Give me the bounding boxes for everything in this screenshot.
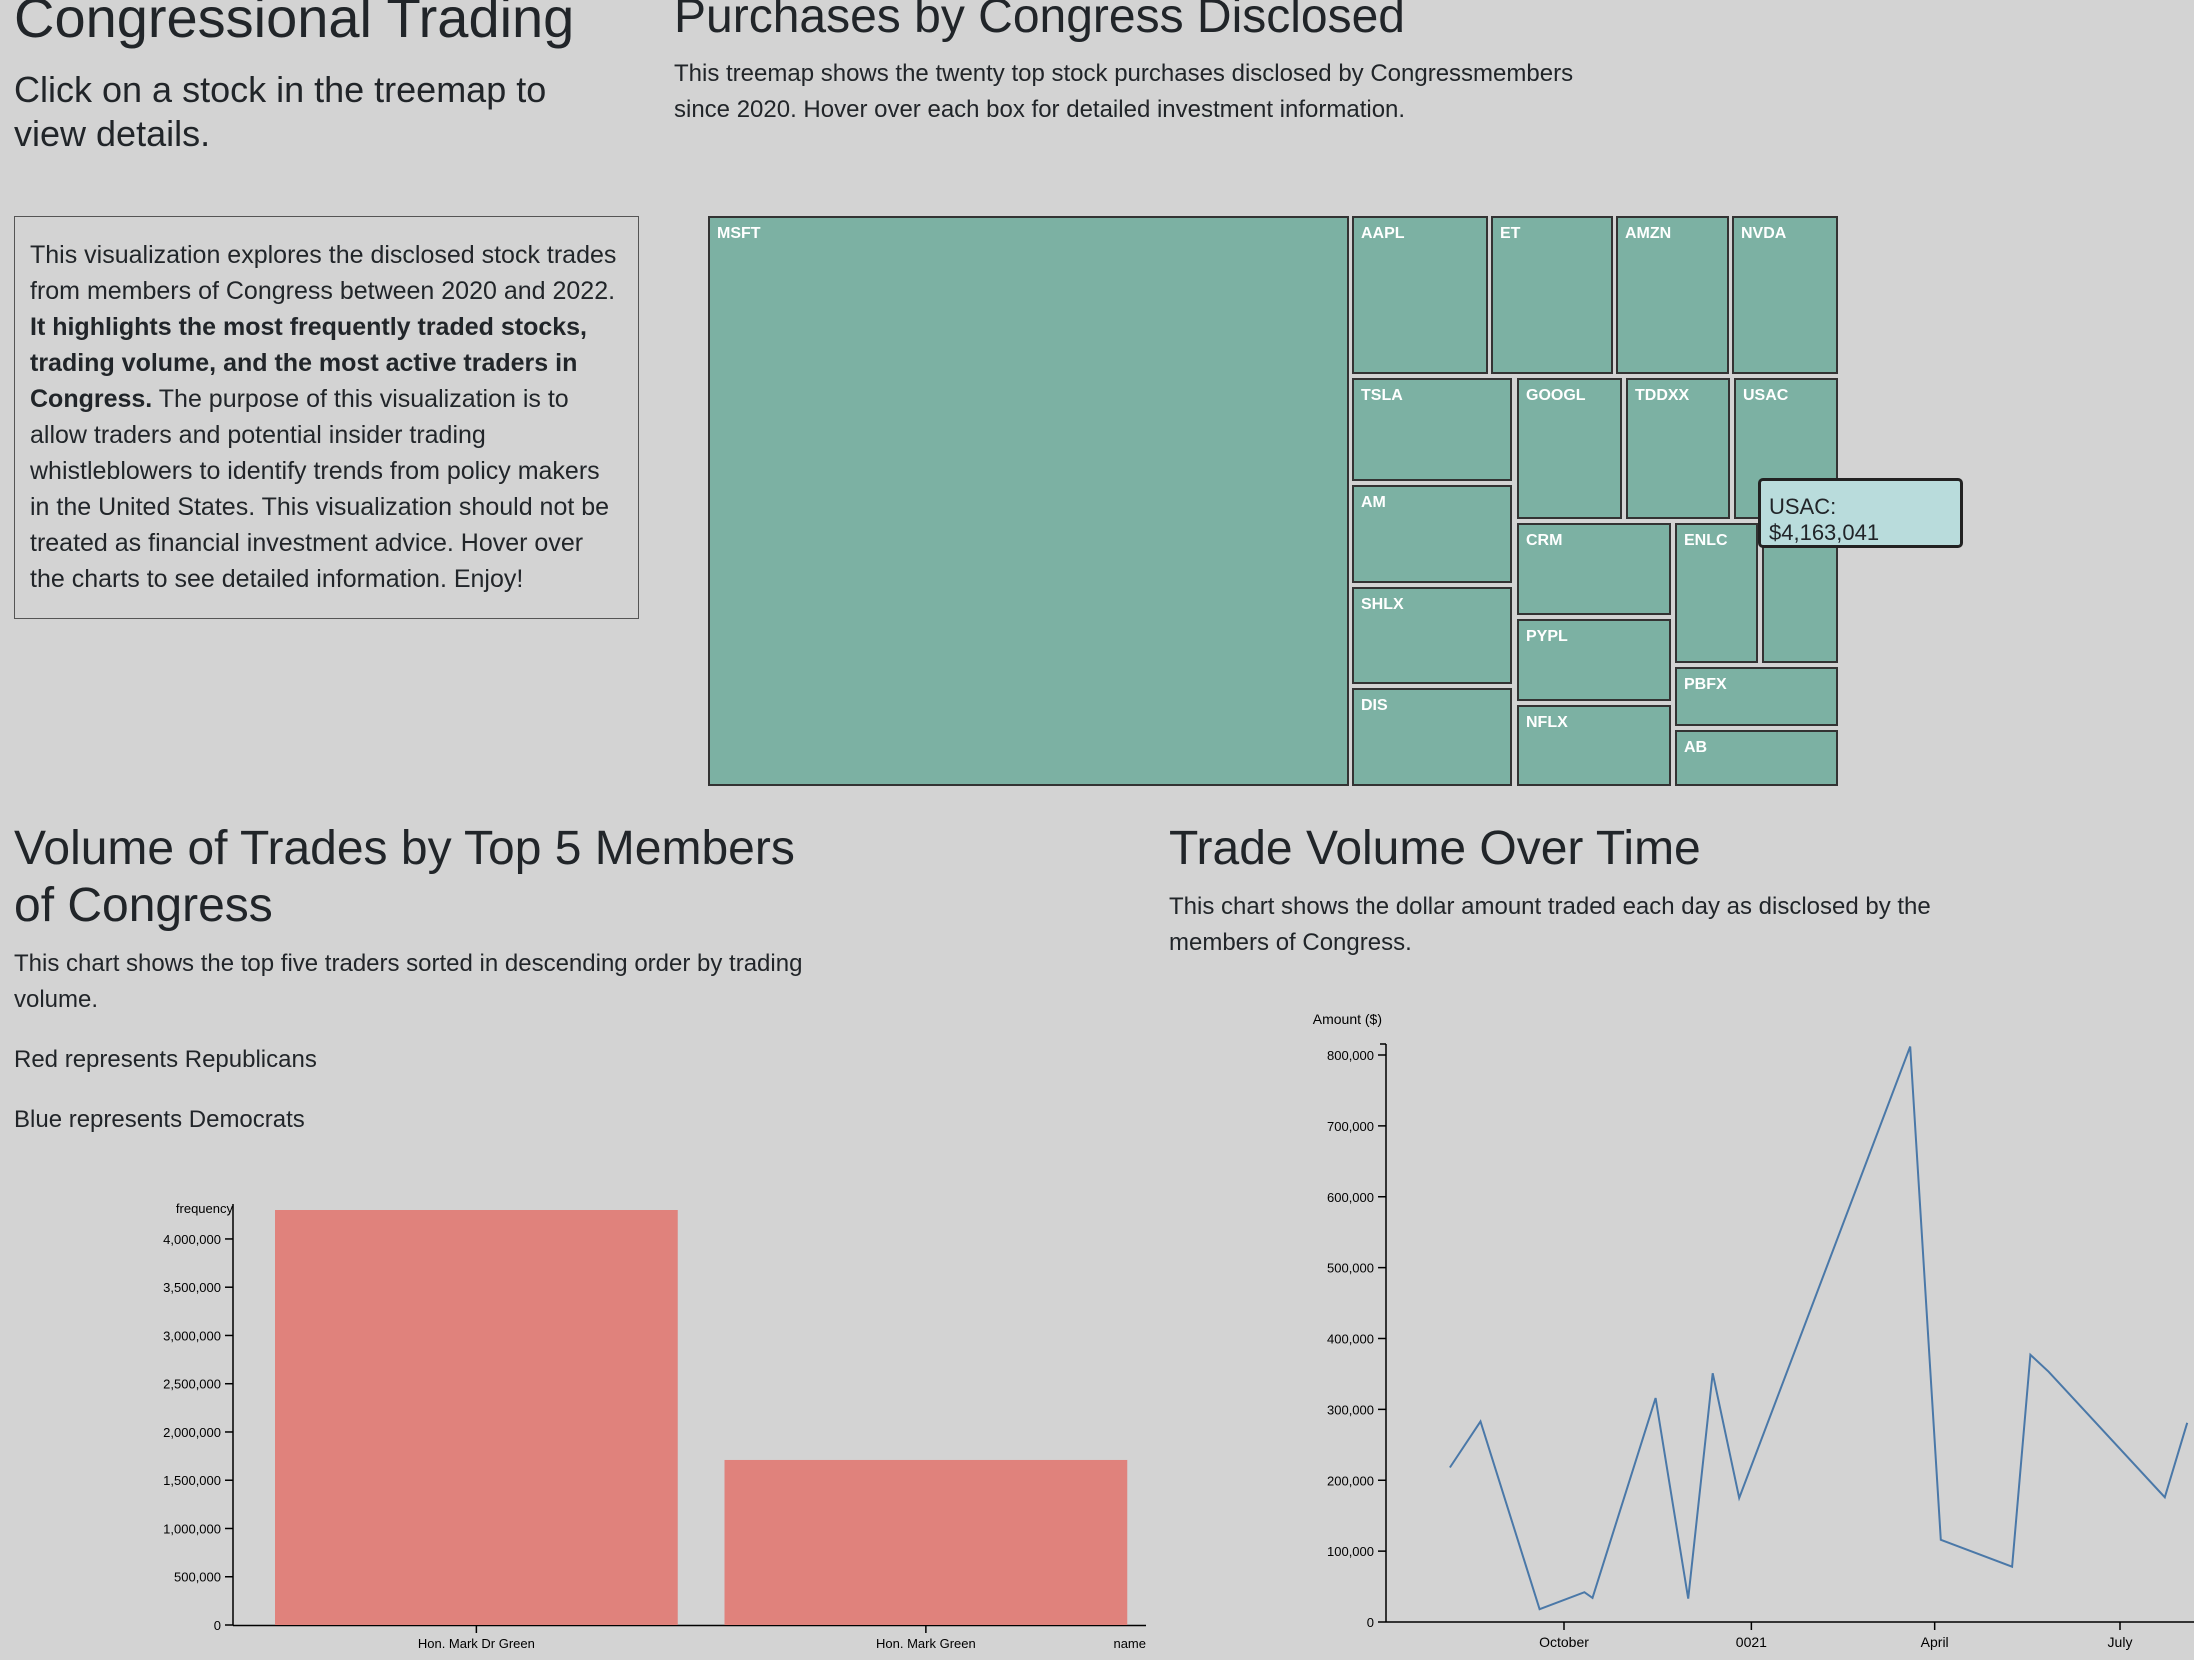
y-tick-label: 0	[214, 1618, 221, 1633]
treemap-label: AM	[1361, 494, 1386, 511]
series-line	[1449, 1046, 2189, 1611]
treemap: MSFT AAPL ET AMZN NVDA TSLA GOOGL TDDXX …	[708, 216, 1968, 786]
y-tick-label: 2,500,000	[163, 1377, 221, 1392]
y-tick-label: 500,000	[174, 1570, 221, 1585]
treemap-label: AAPL	[1361, 225, 1405, 242]
line-chart-title: Trade Volume Over Time	[1169, 822, 1701, 875]
treemap-label: PBFX	[1684, 676, 1727, 693]
treemap-cell-ab[interactable]: AB	[1675, 730, 1838, 786]
y-tick-label: 2,000,000	[163, 1425, 221, 1440]
y-tick-label: 300,000	[1327, 1402, 1374, 1417]
treemap-cell-pbfx[interactable]: PBFX	[1675, 667, 1838, 726]
legend-republican: Red represents Republicans	[14, 1046, 317, 1073]
y-axis-label: Amount ($)	[1313, 1011, 1382, 1027]
x-tick-label: July	[2108, 1634, 2133, 1650]
x-axis-label: name	[1113, 1636, 1146, 1651]
intro-highlight: It highlights the most frequently traded…	[30, 313, 588, 413]
x-tick-label: April	[1921, 1634, 1949, 1650]
treemap-cell-dis[interactable]: DIS	[1352, 688, 1512, 786]
treemap-cell-tddxx[interactable]: TDDXX	[1626, 378, 1730, 519]
treemap-cell-pypl[interactable]: PYPL	[1517, 619, 1671, 701]
treemap-description: This treemap shows the twenty top stock …	[674, 60, 1574, 123]
treemap-title: Purchases by Congress Disclosed	[674, 0, 1405, 43]
x-tick-label: October	[1539, 1634, 1589, 1650]
y-tick-label: 400,000	[1327, 1332, 1374, 1347]
treemap-label: MSFT	[717, 225, 761, 242]
treemap-cell-nflx[interactable]: NFLX	[1517, 705, 1671, 786]
treemap-label: TDDXX	[1635, 387, 1690, 404]
intro-box: This visualization explores the disclose…	[14, 216, 639, 619]
y-tick-label: 1,500,000	[163, 1473, 221, 1488]
y-axis-label: frequency	[176, 1201, 234, 1216]
y-tick-label: 600,000	[1327, 1190, 1374, 1205]
intro-text: This visualization explores the disclose…	[30, 241, 617, 305]
treemap-label: PYPL	[1526, 628, 1568, 645]
treemap-label: AMZN	[1625, 225, 1672, 242]
treemap-cell-nvda[interactable]: NVDA	[1732, 216, 1838, 374]
y-tick-label: 4,000,000	[163, 1232, 221, 1247]
y-tick-label: 200,000	[1327, 1473, 1374, 1488]
treemap-cell-am[interactable]: AM	[1352, 485, 1512, 583]
treemap-label: AB	[1684, 739, 1708, 756]
bar-chart: 0 500,000 1,000,000 1,500,000 2,000,000 2,500…	[163, 1201, 1146, 1651]
y-tick-label: 0	[1367, 1615, 1374, 1630]
page-title: Congressional Trading	[14, 0, 575, 49]
treemap-cell-msft[interactable]: MSFT	[708, 216, 1349, 786]
legend-democrat: Blue represents Democrats	[14, 1106, 305, 1133]
y-tick-label: 3,000,000	[163, 1328, 221, 1343]
page-subtitle: Click on a stock in the treemap to view …	[14, 69, 547, 154]
x-tick-label: 0021	[1736, 1634, 1767, 1650]
treemap-cell-crm[interactable]: CRM	[1517, 523, 1671, 615]
bar	[724, 1459, 1128, 1625]
x-tick-label: Hon. Mark Green	[876, 1636, 976, 1651]
y-tick-label: 1,000,000	[163, 1521, 221, 1536]
y-tick-label: 3,500,000	[163, 1280, 221, 1295]
bar	[275, 1210, 678, 1625]
treemap-cell-aapl[interactable]: AAPL	[1352, 216, 1488, 374]
treemap-cell-shlx[interactable]: SHLX	[1352, 587, 1512, 684]
bar-chart-title: Volume of Trades by Top 5 Members of Con…	[14, 822, 795, 932]
treemap-cell-googl[interactable]: GOOGL	[1517, 378, 1622, 519]
line-chart-description: This chart shows the dollar amount trade…	[1169, 893, 1931, 956]
treemap-label: ENLC	[1684, 532, 1728, 549]
treemap-label: NFLX	[1526, 714, 1568, 731]
treemap-label: USAC	[1743, 387, 1789, 404]
treemap-label: GOOGL	[1526, 387, 1586, 404]
intro-purpose: The purpose of this visualization is to …	[30, 385, 610, 593]
treemap-label: SHLX	[1361, 596, 1404, 613]
y-tick-label: 100,000	[1327, 1544, 1374, 1559]
treemap-label: DIS	[1361, 697, 1388, 714]
x-tick-label: Hon. Mark Dr Green	[418, 1636, 535, 1651]
treemap-tooltip: USAC: $4,163,041	[1758, 478, 1963, 548]
treemap-cell-amzn[interactable]: AMZN	[1616, 216, 1729, 374]
y-tick-label: 800,000	[1327, 1048, 1374, 1063]
treemap-label: CRM	[1526, 532, 1563, 549]
line-chart: Amount ($) 0 100,000 200,000 300,000 400,000 5…	[1313, 1011, 2194, 1650]
treemap-cell-tsla[interactable]: TSLA	[1352, 378, 1512, 481]
y-tick-label: 700,000	[1327, 1119, 1374, 1134]
y-tick-label: 500,000	[1327, 1261, 1374, 1276]
treemap-cell-enlc[interactable]: ENLC	[1675, 523, 1758, 663]
treemap-cell-et[interactable]: ET	[1491, 216, 1613, 374]
treemap-label: ET	[1500, 225, 1521, 242]
bar-chart-description: This chart shows the top five traders so…	[14, 950, 803, 1013]
treemap-label: TSLA	[1361, 387, 1403, 404]
treemap-label: NVDA	[1741, 225, 1787, 242]
